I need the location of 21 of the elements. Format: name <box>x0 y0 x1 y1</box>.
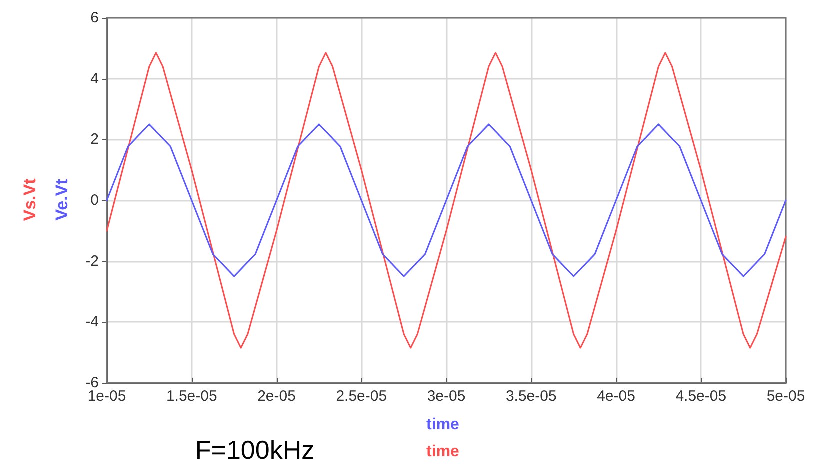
x-tick-label: 4.5e-05 <box>676 388 727 405</box>
x-tick-label: 4e-05 <box>597 388 636 405</box>
x-tick-label: 2.5e-05 <box>336 388 388 405</box>
x-tick-label: 1.5e-05 <box>166 388 218 405</box>
line-series <box>106 124 787 278</box>
text: Ve.Vt <box>52 178 72 221</box>
x-tick-label: 5e-05 <box>766 388 806 405</box>
x-tick-label: 2e-05 <box>258 388 296 405</box>
x-axis-title: time <box>426 416 460 434</box>
line-series <box>106 52 787 349</box>
y-tick-label: 0 <box>90 192 99 209</box>
text: time <box>426 444 460 460</box>
y-tick-label: -4 <box>86 314 99 331</box>
text: F=100kHz <box>195 435 315 465</box>
x-tick-label: 3e-05 <box>427 388 466 405</box>
x-tick-label: 3.5e-05 <box>506 388 557 405</box>
y-tick-label: 4 <box>90 70 99 88</box>
y-tick-label: 2 <box>90 131 99 148</box>
y-tick-label: -2 <box>86 252 99 270</box>
text: Vs.Vt <box>20 178 40 222</box>
y-tick-label: 6 <box>90 10 99 26</box>
